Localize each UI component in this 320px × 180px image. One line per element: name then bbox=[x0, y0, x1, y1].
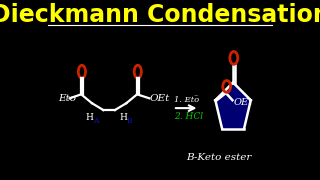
Text: Dieckmann Condensation: Dieckmann Condensation bbox=[0, 3, 320, 27]
Text: 2. HCl: 2. HCl bbox=[174, 112, 203, 122]
Text: ⁻: ⁻ bbox=[194, 93, 198, 102]
Text: H: H bbox=[120, 113, 127, 122]
Text: Eto: Eto bbox=[58, 94, 76, 103]
Text: B-Keto ester: B-Keto ester bbox=[187, 153, 252, 162]
Text: OEt: OEt bbox=[233, 98, 252, 107]
Text: OEt: OEt bbox=[150, 94, 170, 103]
Polygon shape bbox=[215, 82, 251, 129]
Text: A: A bbox=[93, 117, 98, 125]
Text: 1. Eto: 1. Eto bbox=[174, 96, 199, 104]
Text: H: H bbox=[85, 113, 93, 122]
Text: B: B bbox=[127, 117, 133, 125]
